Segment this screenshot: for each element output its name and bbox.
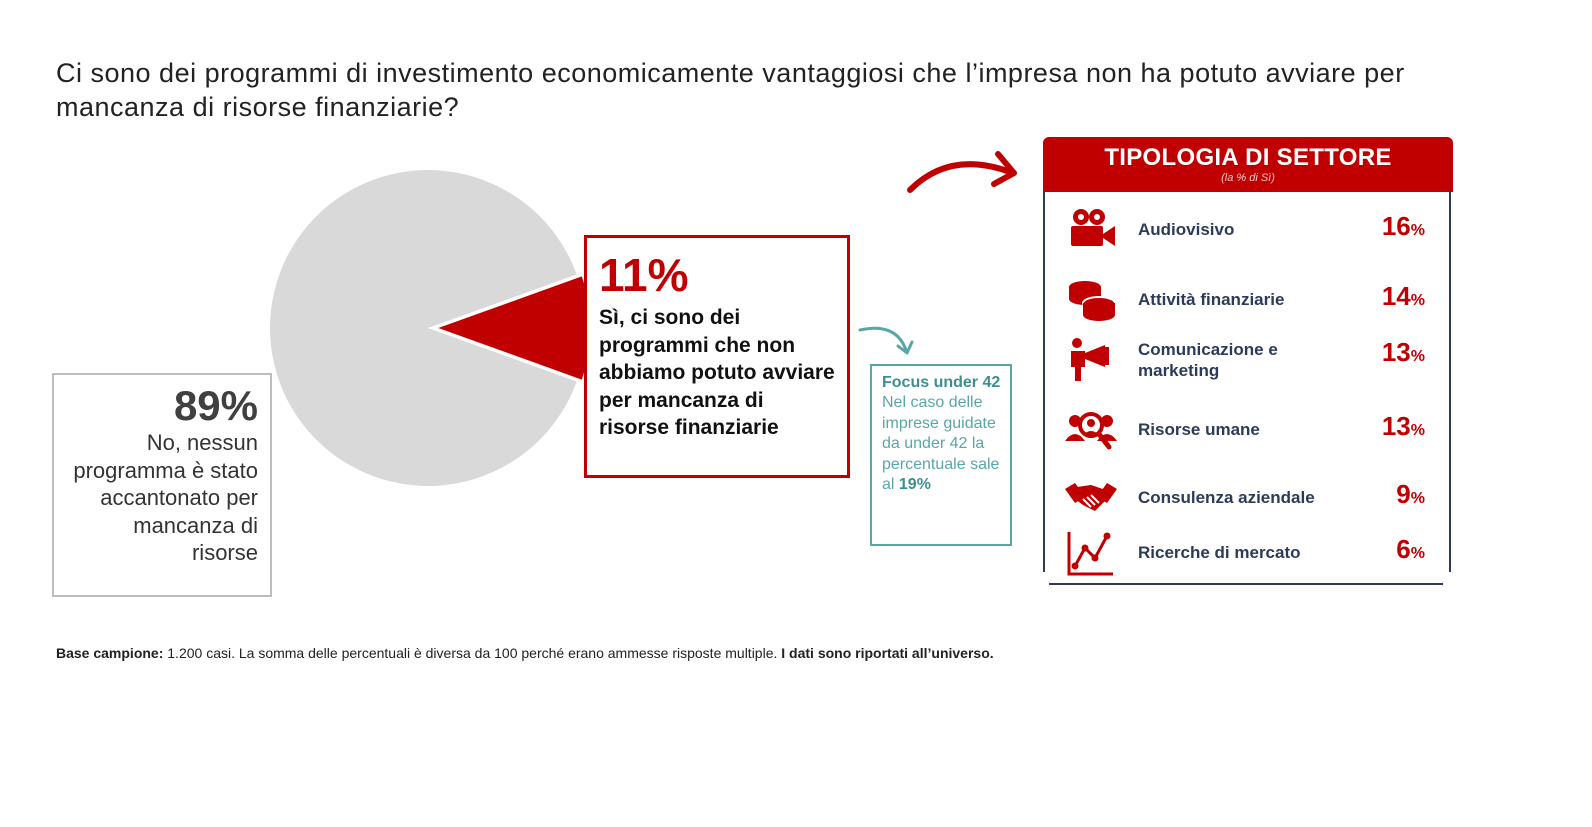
yes-answer-box: 11% Sì, ci sono dei programmi che non ab… — [584, 235, 850, 478]
sector-right-border — [1449, 192, 1451, 572]
yes-percentage: 11% — [599, 249, 689, 301]
no-answer-box: 89% No, nessun programma è stato accanto… — [52, 373, 272, 597]
footnote-text: 1.200 casi. La somma delle percentuali è… — [163, 645, 782, 661]
sector-label: Ricerche di mercato — [1138, 543, 1301, 562]
sector-title: TIPOLOGIA DI SETTORE — [1104, 144, 1392, 171]
page-title: Ci sono dei programmi di investimento ec… — [56, 58, 1405, 122]
movie-camera-icon — [1063, 207, 1119, 253]
sector-left-border — [1043, 192, 1045, 572]
sector-value: 9% — [1396, 479, 1425, 509]
sector-label: Attività finanziarie — [1138, 290, 1285, 309]
coins-icon — [1063, 277, 1119, 323]
sector-label: Audiovisivo — [1138, 220, 1235, 239]
pie-slice-no — [269, 169, 577, 486]
focus-text: Nel caso delle imprese guidate da under … — [882, 393, 1002, 496]
handshake-icon — [1063, 475, 1119, 521]
focus-description: Nel caso delle imprese guidate da under … — [882, 394, 1000, 493]
sector-header: TIPOLOGIA DI SETTORE (la % di Sì) — [1043, 137, 1453, 192]
sector-value: 6% — [1396, 534, 1425, 564]
sector-label: Comunicazione e marketing — [1138, 340, 1278, 380]
people-search-icon — [1063, 407, 1119, 453]
pie-chart — [269, 169, 594, 486]
sector-label: Consulenza aziendale — [1138, 488, 1315, 507]
no-percentage: 89% — [173, 382, 258, 429]
footnote: Base campione: 1.200 casi. La somma dell… — [56, 645, 994, 661]
focus-under-42-box: Focus under 42 Nel caso delle imprese gu… — [870, 364, 1012, 546]
sector-row: Ricerche di mercato 6% — [1043, 530, 1453, 580]
teal-arrow-icon — [858, 326, 914, 355]
no-answer-text: No, nessun programma è stato accantonato… — [73, 430, 258, 565]
sector-row: Consulenza aziendale 9% — [1043, 475, 1453, 525]
focus-title: Focus under 42 — [882, 374, 1001, 391]
red-arrow-icon — [907, 151, 1017, 193]
sector-value: 16% — [1381, 211, 1425, 241]
sector-subtitle: (la % di Sì) — [1221, 172, 1275, 184]
focus-value: 19% — [898, 476, 931, 493]
sector-value: 14% — [1381, 281, 1425, 311]
sector-row: Audiovisivo 16% — [1043, 207, 1453, 257]
sector-row: Attività finanziarie 14% — [1043, 277, 1453, 327]
megaphone-person-icon — [1063, 337, 1119, 383]
footnote-label: Base campione: — [56, 645, 164, 661]
sector-value: 13% — [1381, 411, 1425, 441]
sector-row: Comunicazione e marketing 13% — [1043, 337, 1453, 387]
sector-panel: TIPOLOGIA DI SETTORE (la % di Sì) Audiov… — [1043, 137, 1453, 587]
sector-value: 13% — [1381, 337, 1425, 367]
sector-bottom-border — [1049, 583, 1443, 585]
sector-row: Risorse umane 13% — [1043, 407, 1453, 457]
yes-answer-text: Sì, ci sono dei programmi che non abbiam… — [599, 306, 835, 439]
line-chart-icon — [1063, 530, 1119, 576]
footnote-note: I dati sono riportati all’universo. — [781, 645, 994, 661]
sector-label: Risorse umane — [1138, 420, 1260, 439]
